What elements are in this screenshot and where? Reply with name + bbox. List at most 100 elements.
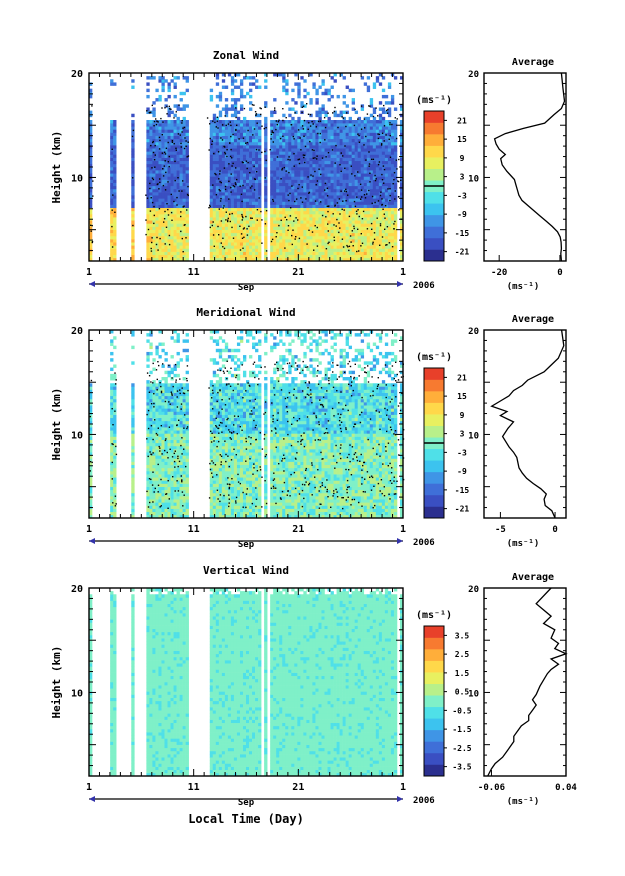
heatmap-cell bbox=[351, 176, 355, 180]
heatmap-cell bbox=[158, 160, 162, 165]
heatmap-cell bbox=[309, 217, 313, 221]
heatmap-cell bbox=[279, 198, 283, 202]
heatmap-cell bbox=[327, 116, 331, 121]
heatmap-cell bbox=[372, 248, 377, 252]
heatmap-cell bbox=[339, 141, 343, 146]
heatmap-cell bbox=[393, 229, 398, 234]
heatmap-cell bbox=[239, 148, 244, 152]
heatmap-cell bbox=[146, 502, 150, 506]
heatmap-cell bbox=[357, 201, 362, 205]
heatmap-cell bbox=[324, 223, 328, 227]
heatmap-cell bbox=[249, 210, 253, 215]
heatmap-cell bbox=[378, 163, 383, 168]
heatmap-cell bbox=[303, 226, 307, 230]
heatmap-cell bbox=[339, 217, 343, 221]
contour-dot bbox=[371, 195, 374, 198]
heatmap-cell bbox=[387, 226, 392, 230]
contour-dot bbox=[227, 217, 229, 220]
heatmap-cell bbox=[149, 458, 153, 462]
heatmap-cell bbox=[378, 220, 383, 224]
heatmap-cell bbox=[212, 167, 217, 171]
heatmap-cell bbox=[342, 185, 346, 190]
heatmap-cell bbox=[209, 182, 214, 187]
heatmap-cell bbox=[318, 116, 322, 121]
heatmap-cell bbox=[209, 248, 214, 252]
heatmap-cell bbox=[146, 110, 150, 115]
heatmap-cell bbox=[312, 201, 316, 205]
heatmap-cell bbox=[285, 176, 289, 180]
heatmap-cell bbox=[297, 220, 301, 224]
contour-dot bbox=[211, 224, 213, 227]
heatmap-cell bbox=[161, 201, 165, 205]
heatmap-cell bbox=[224, 182, 229, 187]
heatmap-cell bbox=[215, 242, 220, 246]
heatmap-cell bbox=[158, 220, 162, 224]
heatmap-cell bbox=[176, 182, 180, 187]
heatmap-cell bbox=[215, 188, 220, 193]
contour-dot bbox=[315, 184, 317, 186]
heatmap-cell bbox=[375, 154, 380, 158]
heatmap-cell bbox=[393, 201, 398, 205]
heatmap-cell bbox=[333, 132, 337, 136]
heatmap-cell bbox=[384, 185, 389, 190]
heatmap-cell bbox=[384, 170, 389, 174]
heatmap-cell bbox=[89, 483, 93, 487]
contour-dot bbox=[301, 186, 303, 188]
heatmap-cell bbox=[324, 198, 328, 202]
heatmap-cell bbox=[315, 145, 319, 149]
contour-dot bbox=[209, 226, 211, 229]
heatmap-cell bbox=[279, 154, 283, 158]
heatmap-cell bbox=[300, 239, 304, 243]
heatmap-cell bbox=[185, 214, 189, 218]
contour-dot bbox=[256, 219, 258, 221]
heatmap-cell bbox=[89, 430, 93, 434]
heatmap-cell bbox=[246, 251, 250, 256]
heatmap-cell bbox=[227, 167, 232, 171]
contour-dot bbox=[340, 170, 342, 172]
contour-dot bbox=[246, 167, 248, 170]
heatmap-cell bbox=[264, 188, 268, 193]
heatmap-cell bbox=[185, 185, 189, 190]
heatmap-cell bbox=[333, 235, 337, 240]
heatmap-cell bbox=[249, 148, 253, 152]
heatmap-cell bbox=[282, 170, 286, 174]
heatmap-cell bbox=[249, 198, 253, 202]
heatmap-cell bbox=[372, 107, 377, 111]
heatmap-cell bbox=[164, 182, 168, 187]
heatmap-cell bbox=[330, 182, 334, 187]
contour-dot bbox=[360, 189, 363, 191]
heatmap-cell bbox=[312, 204, 316, 209]
heatmap-cell bbox=[360, 226, 365, 230]
heatmap-cell bbox=[273, 110, 277, 115]
heatmap-cell bbox=[381, 198, 386, 202]
heatmap-cell bbox=[312, 229, 316, 234]
heatmap-cell bbox=[285, 257, 289, 262]
heatmap-cell bbox=[270, 138, 274, 143]
heatmap-cell bbox=[384, 254, 389, 259]
heatmap-cell bbox=[233, 176, 238, 180]
heatmap-cell bbox=[336, 235, 340, 240]
heatmap-cell bbox=[333, 110, 337, 115]
heatmap-cell bbox=[249, 226, 253, 230]
heatmap-cell bbox=[182, 239, 186, 243]
heatmap-cell bbox=[161, 138, 165, 143]
heatmap-cell bbox=[369, 192, 374, 196]
contour-dot bbox=[224, 185, 227, 188]
contour-dot bbox=[232, 185, 235, 187]
heatmap-cell bbox=[354, 220, 359, 224]
heatmap-cell bbox=[242, 257, 247, 262]
heatmap-cell bbox=[146, 499, 150, 503]
heatmap-cell bbox=[255, 204, 259, 209]
heatmap-cell bbox=[354, 123, 359, 127]
heatmap-cell bbox=[330, 214, 334, 218]
contour-dot bbox=[245, 215, 247, 218]
contour-dot bbox=[389, 135, 391, 137]
heatmap-cell bbox=[209, 226, 214, 230]
heatmap-cell bbox=[351, 223, 355, 227]
heatmap-cell bbox=[131, 511, 135, 516]
contour-dot bbox=[231, 157, 233, 159]
contour-dot bbox=[298, 237, 301, 240]
heatmap-cell bbox=[224, 110, 229, 115]
contour-dot bbox=[242, 216, 244, 219]
heatmap-cell bbox=[176, 116, 180, 121]
